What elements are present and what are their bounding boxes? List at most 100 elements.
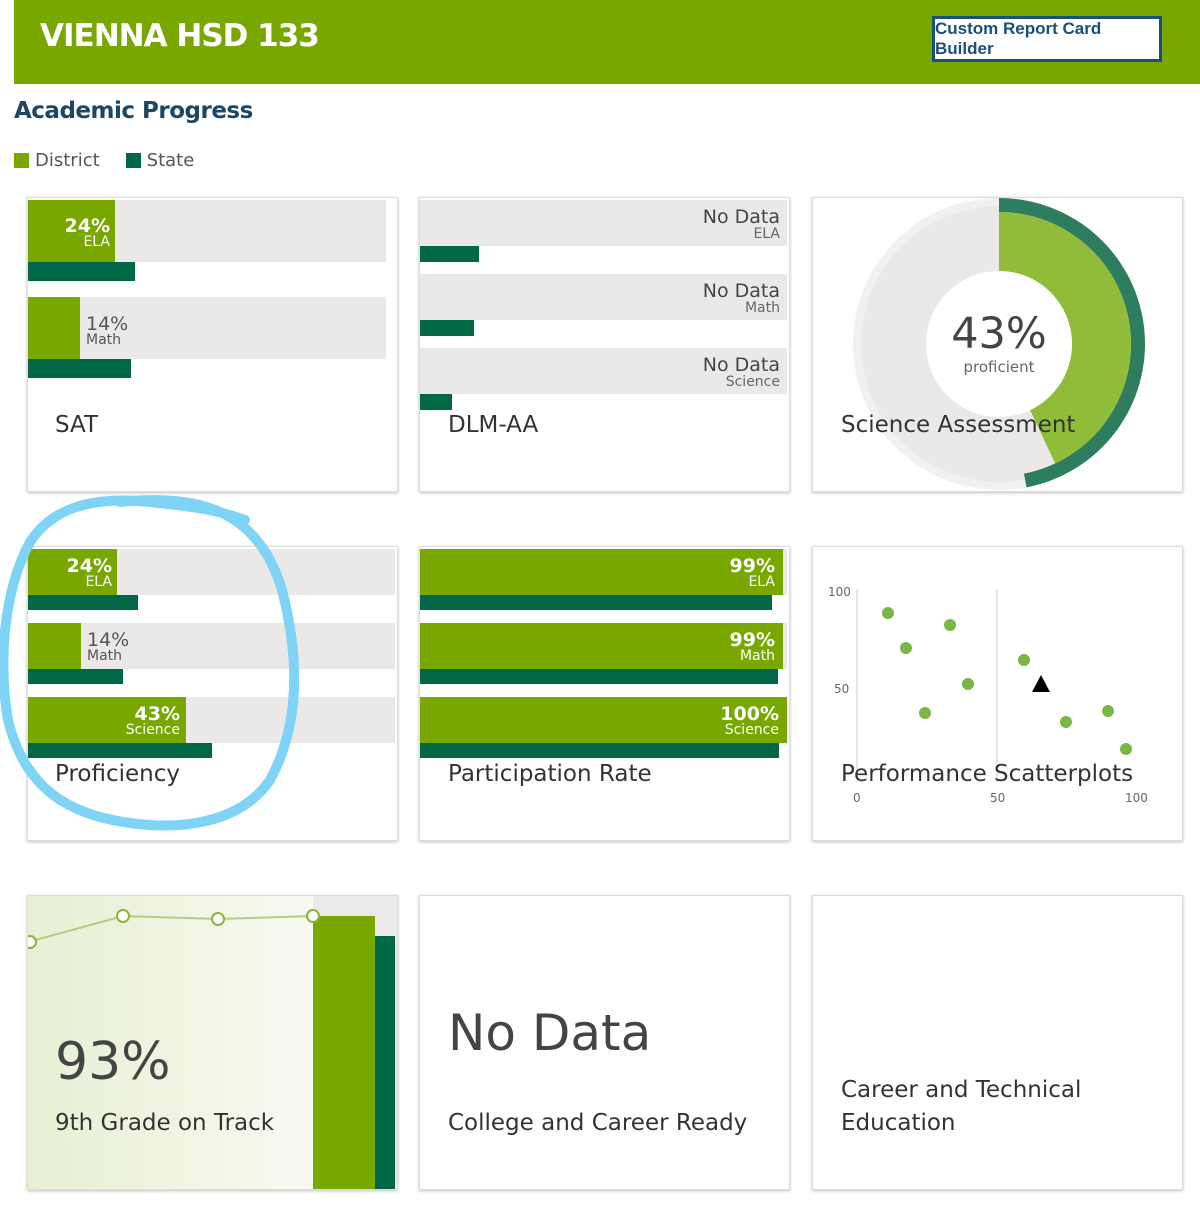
trend-point	[116, 909, 130, 923]
dlm-math-track	[420, 274, 787, 320]
part-science-subject: Science	[724, 722, 779, 738]
trend-point	[211, 912, 225, 926]
science-assessment-card-title: Science Assessment	[841, 412, 1076, 438]
science-proficiency-label: proficient	[963, 357, 1035, 376]
ccr-no-data: No Data	[448, 1004, 652, 1062]
sat-ela-subject: ELA	[83, 234, 110, 250]
dlm-science-track	[420, 348, 787, 394]
trend-line-chart	[28, 909, 320, 949]
sat-ela-district-bar	[28, 200, 115, 262]
track-district-bar	[313, 916, 375, 1189]
prof-ela-state-bar	[28, 595, 138, 610]
performance-scatterplots-card-title: Performance Scatterplots	[841, 761, 1134, 787]
sat-ela-label: 24% ELA	[54, 215, 110, 250]
scatter-point	[900, 642, 912, 654]
sat-ela-state-bar	[28, 262, 135, 281]
dlm-math-value: No Data	[702, 280, 780, 302]
part-ela-district-bar	[420, 549, 783, 595]
prof-science-state-bar	[28, 743, 212, 758]
legend-label-district: District	[35, 150, 100, 171]
college-career-ready-card[interactable]: No Data College and Career Ready	[419, 895, 790, 1190]
legend-item-state: State	[125, 150, 195, 171]
part-ela-value: 99%	[729, 555, 775, 577]
dlm-science-label: No Data Science	[702, 354, 780, 390]
district-title: VIENNA HSD 133	[40, 18, 320, 54]
sat-math-district-bar	[28, 297, 80, 359]
ninth-grade-on-track-card[interactable]: 93% 9th Grade on Track	[27, 895, 398, 1190]
prof-math-district-bar	[28, 623, 81, 669]
sat-card[interactable]: 24% ELA 14% Math SAT	[27, 197, 398, 492]
trend-line	[28, 914, 314, 943]
sat-ela-value: 24%	[64, 215, 110, 237]
prof-ela-label: 24% ELA	[54, 557, 112, 590]
part-ela-state-bar	[420, 595, 772, 610]
career-technical-education-card[interactable]: Career and Technical Education	[812, 895, 1183, 1190]
scatter-point	[1060, 716, 1072, 728]
sat-math-label: 14% Math	[86, 313, 129, 348]
scatter-point	[1018, 654, 1030, 666]
header-bar: VIENNA HSD 133 Custom Report Card Builde…	[14, 0, 1200, 84]
scatter-point	[1120, 743, 1132, 755]
performance-scatterplots-card[interactable]: 100 50 0 50 100 Performance Scatterplots	[812, 546, 1183, 841]
dlm-science-value: No Data	[702, 354, 780, 376]
part-science-value: 100%	[720, 703, 779, 725]
part-ela-subject: ELA	[748, 574, 775, 590]
proficiency-card[interactable]: 24% ELA 14% Math 43% Science Proficiency	[27, 546, 398, 841]
scatter-point	[882, 607, 894, 619]
part-science-state-bar	[420, 743, 779, 758]
trend-point	[28, 935, 37, 949]
scatter-point	[944, 619, 956, 631]
scatter-point	[1102, 705, 1114, 717]
scatter-point	[962, 678, 974, 690]
sat-math-value: 14%	[86, 313, 129, 335]
legend-swatch-state	[125, 153, 141, 168]
scatter-x-tick-100: 100	[1125, 791, 1148, 805]
dlm-aa-card[interactable]: No Data ELA No Data Math No Data Science…	[419, 197, 790, 492]
scatterplot-chart: 100 50 0 50 100	[828, 585, 1148, 805]
legend-label-state: State	[146, 150, 195, 171]
cte-card-title-line1: Career and Technical	[841, 1077, 1082, 1103]
cte-card-title-line2: Education	[841, 1110, 956, 1136]
scatter-y-tick-50: 50	[834, 682, 849, 696]
part-math-state-bar	[420, 669, 778, 684]
legend-swatch-district	[14, 153, 29, 168]
participation-rate-card-title: Participation Rate	[448, 761, 652, 787]
legend-item-district: District	[14, 150, 100, 171]
legend: District State	[14, 150, 194, 171]
science-assessment-card[interactable]: 43% proficient Science Assessment	[812, 197, 1183, 492]
prof-ela-subject: ELA	[85, 574, 112, 590]
prof-math-track	[28, 623, 395, 669]
dlm-math-state-bar	[420, 320, 474, 336]
dlm-math-label: No Data Math	[702, 280, 780, 316]
part-math-subject: Math	[739, 648, 775, 664]
science-proficiency-value: 43%	[951, 309, 1047, 360]
dlm-ela-state-bar	[420, 246, 479, 262]
trend-point	[306, 909, 320, 923]
part-ela-label: 99% ELA	[729, 555, 775, 590]
dlm-aa-card-title: DLM-AA	[448, 412, 539, 438]
dlm-ela-track	[420, 200, 787, 246]
custom-report-card-builder-button[interactable]: Custom Report Card Builder	[932, 16, 1162, 62]
proficiency-card-title: Proficiency	[55, 761, 180, 787]
dlm-science-state-bar	[420, 394, 452, 410]
prof-math-label: 14% Math	[87, 631, 129, 664]
prof-science-label: 43% Science	[108, 705, 180, 738]
ninth-grade-on-track-value: 93%	[55, 1032, 171, 1092]
prof-science-subject: Science	[125, 722, 180, 738]
section-title: Academic Progress	[14, 98, 253, 124]
dlm-science-subject: Science	[725, 374, 780, 390]
prof-math-state-bar	[28, 669, 123, 684]
part-math-value: 99%	[729, 629, 775, 651]
sat-math-track	[28, 297, 386, 359]
dlm-ela-label: No Data ELA	[703, 208, 780, 242]
scatter-x-tick-50: 50	[990, 791, 1005, 805]
sat-math-state-bar	[28, 359, 131, 378]
scatter-y-tick-100: 100	[828, 585, 851, 599]
sat-math-subject: Math	[86, 332, 122, 348]
dlm-math-subject: Math	[744, 300, 780, 316]
scatter-x-tick-0: 0	[853, 791, 861, 805]
ninth-grade-on-track-card-title: 9th Grade on Track	[55, 1110, 275, 1136]
part-science-label: 100% Science	[720, 703, 779, 738]
participation-rate-card[interactable]: 99% ELA 99% Math 100% Science Participat…	[419, 546, 790, 841]
sat-card-title: SAT	[55, 412, 99, 438]
